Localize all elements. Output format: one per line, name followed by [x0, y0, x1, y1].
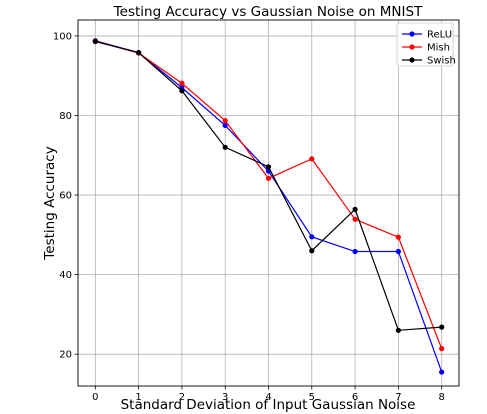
legend: ReLU Mish Swish [396, 22, 456, 67]
x-tick-label: 1 [135, 392, 141, 403]
x-axis-label: Standard Deviation of Input Gaussian Noi… [121, 397, 416, 413]
data-point-swish [352, 206, 358, 212]
x-tick-label: 8 [438, 392, 444, 403]
x-tick-label: 6 [352, 392, 358, 403]
x-tick-label: 3 [222, 392, 228, 403]
x-tick-label: 4 [265, 392, 271, 403]
y-tick-label: 100 [53, 31, 72, 42]
y-tick-label: 60 [59, 191, 72, 202]
data-point-swish [222, 144, 228, 150]
data-point-swish [136, 50, 142, 56]
legend-label-mish: Mish [427, 43, 450, 54]
chart-title: Testing Accuracy vs Gaussian Noise on MN… [113, 4, 423, 20]
data-point-mish [439, 346, 445, 352]
data-point-relu [309, 234, 315, 240]
legend-marker-relu [409, 31, 415, 37]
legend-marker-mish [409, 44, 415, 50]
data-point-swish [395, 327, 401, 333]
data-point-mish [352, 216, 358, 222]
legend-label-relu: ReLU [427, 30, 452, 41]
x-tick-label: 0 [92, 392, 98, 403]
x-tick-label: 2 [179, 392, 185, 403]
data-point-relu [439, 369, 445, 375]
data-point-mish [179, 80, 185, 86]
grid-lines [78, 20, 459, 386]
legend-label-swish: Swish [427, 56, 456, 67]
data-point-mish [395, 234, 401, 240]
y-tick-label: 20 [59, 350, 72, 361]
data-point-swish [265, 164, 272, 170]
y-tick-label: 40 [59, 270, 72, 281]
data-point-swish [439, 324, 445, 330]
data-point-mish [265, 175, 272, 181]
data-point-swish [92, 38, 98, 45]
data-point-swish [179, 88, 185, 94]
data-point-relu [395, 248, 401, 255]
data-point-relu [222, 122, 228, 129]
x-tick-label: 7 [395, 392, 401, 403]
y-tick-label: 80 [59, 111, 72, 122]
data-point-swish [309, 248, 315, 254]
axis-ticks: 0 1 2 3 4 5 6 7 8 20 40 60 80 100 [53, 31, 445, 403]
data-point-mish [222, 118, 228, 124]
x-tick-label: 5 [309, 392, 315, 403]
series-lines [92, 38, 445, 375]
data-point-mish [309, 156, 315, 162]
legend-marker-swish [409, 57, 415, 63]
y-axis-label: Testing Accuracy [42, 146, 58, 260]
data-point-relu [352, 248, 358, 255]
